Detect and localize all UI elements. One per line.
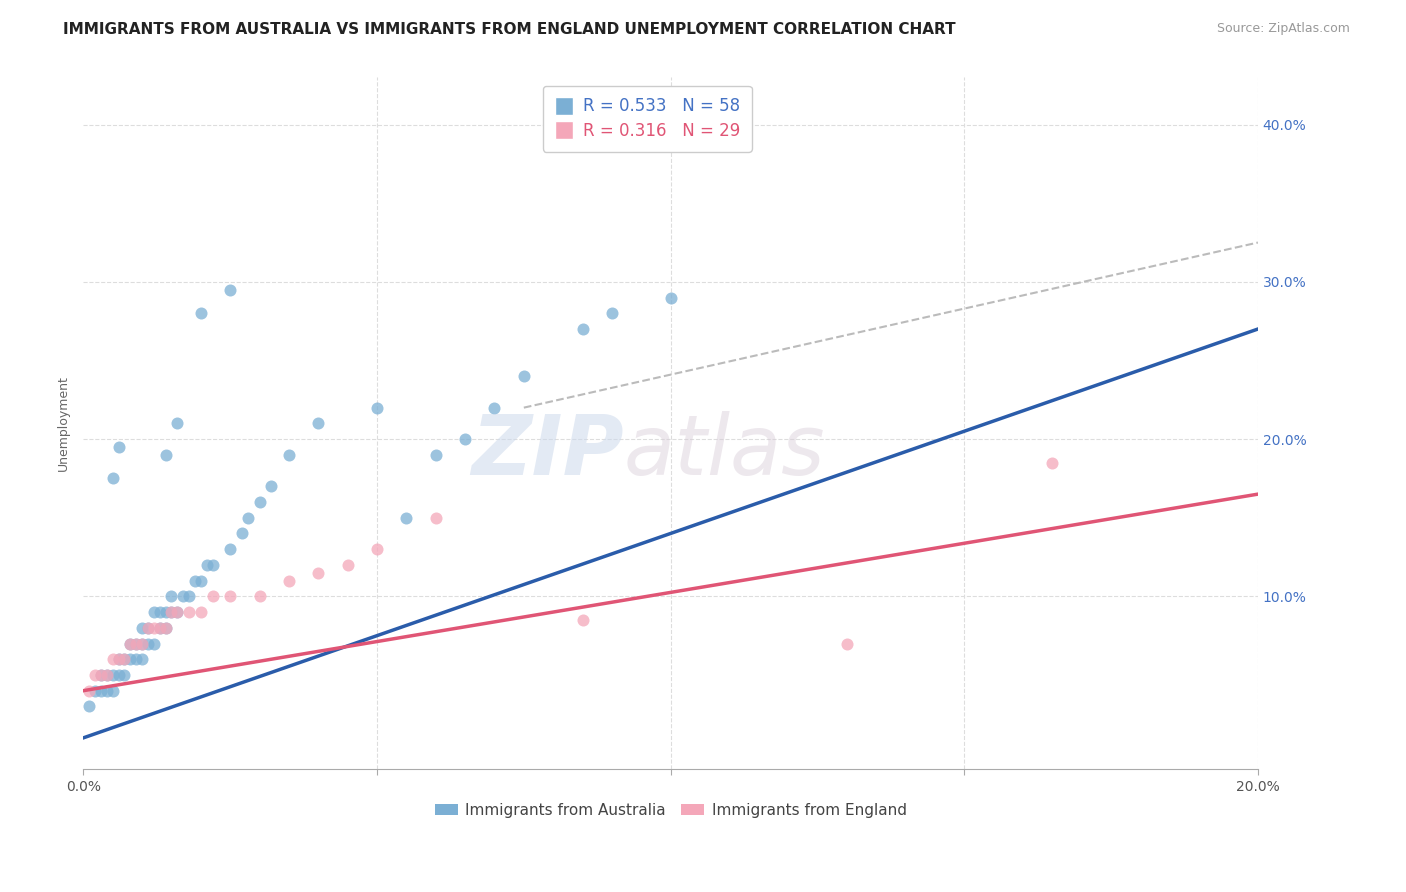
Point xyxy=(835,636,858,650)
Point xyxy=(114,652,136,666)
Point xyxy=(155,621,177,635)
Point xyxy=(219,283,242,297)
Point xyxy=(201,558,224,572)
Point xyxy=(277,448,299,462)
Point xyxy=(77,683,100,698)
Point xyxy=(101,668,124,682)
Point xyxy=(155,448,177,462)
Point xyxy=(107,668,129,682)
Point xyxy=(190,306,212,320)
Point xyxy=(160,605,183,619)
Point xyxy=(96,668,118,682)
Point xyxy=(107,440,129,454)
Point xyxy=(395,510,418,524)
Point xyxy=(142,621,165,635)
Text: Source: ZipAtlas.com: Source: ZipAtlas.com xyxy=(1216,22,1350,36)
Point xyxy=(131,636,153,650)
Point xyxy=(101,471,124,485)
Point xyxy=(195,558,218,572)
Point xyxy=(160,590,183,604)
Point xyxy=(155,621,177,635)
Point xyxy=(231,526,253,541)
Point xyxy=(125,636,148,650)
Point xyxy=(120,636,142,650)
Point xyxy=(84,668,107,682)
Point xyxy=(84,683,107,698)
Point xyxy=(142,636,165,650)
Point xyxy=(120,636,142,650)
Point xyxy=(219,590,242,604)
Point xyxy=(125,652,148,666)
Point xyxy=(307,417,329,431)
Point xyxy=(114,668,136,682)
Point xyxy=(142,605,165,619)
Point xyxy=(96,683,118,698)
Point xyxy=(484,401,506,415)
Point xyxy=(155,605,177,619)
Point xyxy=(136,636,159,650)
Point xyxy=(136,621,159,635)
Point xyxy=(336,558,359,572)
Point xyxy=(107,652,129,666)
Point xyxy=(131,621,153,635)
Point xyxy=(571,322,593,336)
Point xyxy=(172,590,194,604)
Point xyxy=(90,668,112,682)
Point xyxy=(366,542,388,557)
Point xyxy=(77,699,100,714)
Point xyxy=(90,668,112,682)
Y-axis label: Unemployment: Unemployment xyxy=(58,376,70,471)
Point xyxy=(190,605,212,619)
Point xyxy=(107,652,129,666)
Point xyxy=(131,636,153,650)
Point xyxy=(307,566,329,580)
Point xyxy=(219,542,242,557)
Point xyxy=(249,495,271,509)
Text: IMMIGRANTS FROM AUSTRALIA VS IMMIGRANTS FROM ENGLAND UNEMPLOYMENT CORRELATION CH: IMMIGRANTS FROM AUSTRALIA VS IMMIGRANTS … xyxy=(63,22,956,37)
Point xyxy=(366,401,388,415)
Point xyxy=(166,605,188,619)
Point xyxy=(425,510,447,524)
Point xyxy=(149,605,172,619)
Point xyxy=(177,605,200,619)
Point xyxy=(101,683,124,698)
Point xyxy=(136,621,159,635)
Point xyxy=(277,574,299,588)
Point xyxy=(131,652,153,666)
Point xyxy=(184,574,207,588)
Point xyxy=(600,306,623,320)
Point xyxy=(425,448,447,462)
Point xyxy=(571,613,593,627)
Point xyxy=(201,590,224,604)
Point xyxy=(114,652,136,666)
Point xyxy=(1040,456,1063,470)
Legend: Immigrants from Australia, Immigrants from England: Immigrants from Australia, Immigrants fr… xyxy=(429,797,912,824)
Point xyxy=(149,621,172,635)
Point xyxy=(101,652,124,666)
Point xyxy=(190,574,212,588)
Point xyxy=(149,621,172,635)
Point xyxy=(249,590,271,604)
Point xyxy=(454,432,477,446)
Point xyxy=(90,683,112,698)
Point xyxy=(513,369,536,384)
Point xyxy=(160,605,183,619)
Point xyxy=(177,590,200,604)
Point xyxy=(125,636,148,650)
Point xyxy=(659,291,682,305)
Point xyxy=(236,510,259,524)
Point xyxy=(166,605,188,619)
Point xyxy=(96,668,118,682)
Point xyxy=(166,417,188,431)
Point xyxy=(120,652,142,666)
Point xyxy=(260,479,283,493)
Text: atlas: atlas xyxy=(624,410,825,491)
Text: ZIP: ZIP xyxy=(471,410,624,491)
